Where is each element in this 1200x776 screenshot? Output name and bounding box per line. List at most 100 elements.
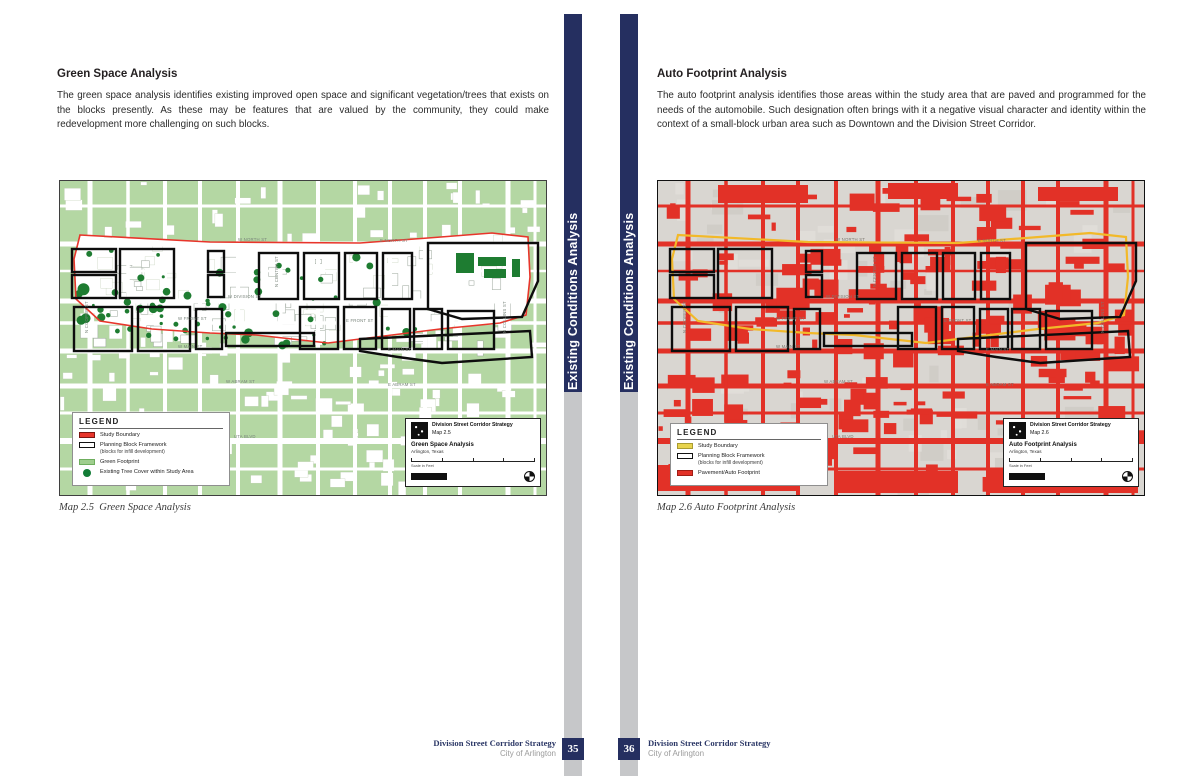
titleblock-map-number: Map 2.5	[432, 429, 451, 436]
svg-text:N COLLINS ST: N COLLINS ST	[1100, 301, 1105, 333]
titleblock-project: Division Street Corridor Strategy	[1030, 422, 1111, 428]
titleblock-map-title: Auto Footprint Analysis	[1009, 442, 1077, 448]
left-page-heading: Green Space Analysis	[57, 68, 178, 80]
scale-bar-label: Scale in Feet	[411, 463, 434, 468]
legend-item: Pavement/Auto Footprint	[677, 469, 821, 477]
legend-item: Planning Block Framework (blocks for infi…	[79, 441, 223, 456]
titleblock-map-title: Green Space Analysis	[411, 442, 474, 448]
page-number-left: 35	[562, 738, 584, 760]
section-bar-gray	[620, 392, 638, 776]
svg-text:UTA BLVD: UTA BLVD	[234, 434, 256, 439]
footer-right: Division Street Corridor Strategy City o…	[648, 738, 771, 758]
firm-logo-icon	[1009, 473, 1045, 480]
green-fill-swatch-icon	[79, 458, 95, 465]
titleblock-location: Arlington, Texas	[411, 449, 444, 454]
right-page-body: The auto footprint analysis identifies t…	[657, 90, 1146, 131]
project-logo-icon	[1009, 422, 1026, 439]
green-space-map: W NORTH ST E NORTH ST W DIVISION ST W FRONT…	[59, 180, 547, 496]
legend-item: Existing Tree Cover within Study Area	[79, 469, 223, 477]
green-space-map-legend: LEGEND Study Boundary Planning Block Frame…	[72, 411, 230, 486]
svg-text:E FRONT ST: E FRONT ST	[346, 318, 374, 323]
page-number-right: 36	[618, 738, 640, 760]
svg-text:E ABRAM ST: E ABRAM ST	[986, 382, 1014, 387]
auto-footprint-map-title-block: Division Street Corridor Strategy Map 2.…	[1003, 418, 1139, 487]
footer-left: Division Street Corridor Strategy City o…	[433, 738, 556, 758]
legend-item-label: Study Boundary	[100, 431, 140, 438]
svg-text:N CENTER ST: N CENTER ST	[274, 256, 279, 287]
footer-subtitle: City of Arlington	[648, 749, 705, 758]
svg-text:E MAIN ST: E MAIN ST	[986, 347, 1009, 352]
titleblock-map-number: Map 2.6	[1030, 429, 1049, 436]
svg-text:W FRONT ST: W FRONT ST	[776, 316, 805, 321]
green-space-map-caption: Map 2.5 Green Space Analysis	[59, 502, 191, 513]
section-label-left: Existing Conditions Analysis	[566, 212, 580, 390]
black-outline-swatch-icon	[79, 441, 95, 448]
svg-text:W ABRAM ST: W ABRAM ST	[824, 379, 853, 384]
svg-text:W DIVISION ST: W DIVISION ST	[228, 294, 262, 299]
red-line-swatch-icon	[79, 431, 95, 438]
titleblock-project: Division Street Corridor Strategy	[432, 422, 513, 428]
svg-text:E FRONT ST: E FRONT ST	[944, 318, 972, 323]
svg-text:E NORTH ST: E NORTH ST	[380, 238, 408, 243]
section-bar-left	[564, 0, 582, 776]
right-page-heading: Auto Footprint Analysis	[657, 68, 787, 80]
legend-item-sublabel: (blocks for infill development)	[100, 449, 165, 456]
left-page-body: The green space analysis identifies exis…	[57, 90, 549, 131]
svg-text:E NORTH ST: E NORTH ST	[978, 238, 1006, 243]
svg-text:UTA BLVD: UTA BLVD	[832, 434, 854, 439]
firm-logo-icon	[411, 473, 447, 480]
legend-title: LEGEND	[79, 417, 223, 429]
legend-item-label: Existing Tree Cover within Study Area	[100, 469, 194, 475]
green-dot-swatch-icon	[83, 469, 91, 477]
auto-footprint-map-caption: Map 2.6 Auto Footprint Analysis	[657, 502, 796, 513]
north-arrow-icon	[524, 471, 535, 482]
green-space-map-title-block: Division Street Corridor Strategy Map 2.…	[405, 418, 541, 487]
svg-text:W MAIN ST: W MAIN ST	[776, 344, 801, 349]
section-bar-right	[620, 0, 638, 776]
footer-title: Division Street Corridor Strategy	[648, 738, 771, 748]
section-bar-gray	[564, 392, 582, 776]
auto-footprint-map-legend: LEGEND Study Boundary Planning Block Frame…	[670, 422, 828, 486]
svg-text:W FRONT ST: W FRONT ST	[178, 316, 207, 321]
black-outline-swatch-icon	[677, 452, 693, 459]
legend-item: Planning Block Framework (blocks for infi…	[677, 452, 821, 467]
legend-item: Green Footprint	[79, 458, 223, 466]
legend-item-label: Planning Block Framework (blocks for infi…	[100, 441, 167, 456]
legend-item: Study Boundary	[79, 431, 223, 439]
svg-text:N CENTER ST: N CENTER ST	[872, 256, 877, 287]
legend-item-sublabel: (blocks for infill development)	[698, 460, 763, 467]
legend-item-label: Study Boundary	[698, 442, 738, 449]
svg-text:W NORTH ST: W NORTH ST	[238, 237, 267, 242]
svg-text:N COLLINS ST: N COLLINS ST	[502, 301, 507, 333]
svg-text:W MAIN ST: W MAIN ST	[178, 344, 203, 349]
section-label-right: Existing Conditions Analysis	[622, 212, 636, 390]
left-page-article: Green Space Analysis The green space ana…	[57, 68, 549, 133]
svg-text:N COOPER ST: N COOPER ST	[682, 301, 687, 333]
legend-item-label: Planning Block Framework (blocks for infi…	[698, 452, 765, 467]
project-logo-icon	[411, 422, 428, 439]
svg-text:E ABRAM ST: E ABRAM ST	[388, 382, 416, 387]
auto-footprint-map: W NORTH ST E NORTH ST W DIVISION ST W FRONT…	[657, 180, 1145, 496]
legend-item-label: Green Footprint	[100, 458, 140, 465]
scale-bar-label: Scale in Feet	[1009, 463, 1032, 468]
footer-subtitle: City of Arlington	[499, 749, 556, 758]
legend-item-label: Pavement/Auto Footprint	[698, 469, 760, 476]
section-bar-navy	[620, 14, 638, 392]
svg-text:W DIVISION ST: W DIVISION ST	[826, 294, 860, 299]
yellow-fill-swatch-icon	[677, 442, 693, 449]
scale-bar	[1009, 458, 1133, 462]
svg-text:N COOPER ST: N COOPER ST	[84, 301, 89, 333]
svg-text:W ABRAM ST: W ABRAM ST	[226, 379, 255, 384]
svg-text:W NORTH ST: W NORTH ST	[836, 237, 865, 242]
right-page-article: Auto Footprint Analysis The auto footpri…	[657, 68, 1146, 133]
north-arrow-icon	[1122, 471, 1133, 482]
titleblock-location: Arlington, Texas	[1009, 449, 1042, 454]
red-fill-swatch-icon	[677, 469, 693, 476]
footer-title: Division Street Corridor Strategy	[433, 738, 556, 748]
scale-bar	[411, 458, 535, 462]
section-bar-navy	[564, 14, 582, 392]
legend-title: LEGEND	[677, 428, 821, 440]
svg-text:E MAIN ST: E MAIN ST	[388, 347, 411, 352]
legend-item: Study Boundary	[677, 442, 821, 450]
